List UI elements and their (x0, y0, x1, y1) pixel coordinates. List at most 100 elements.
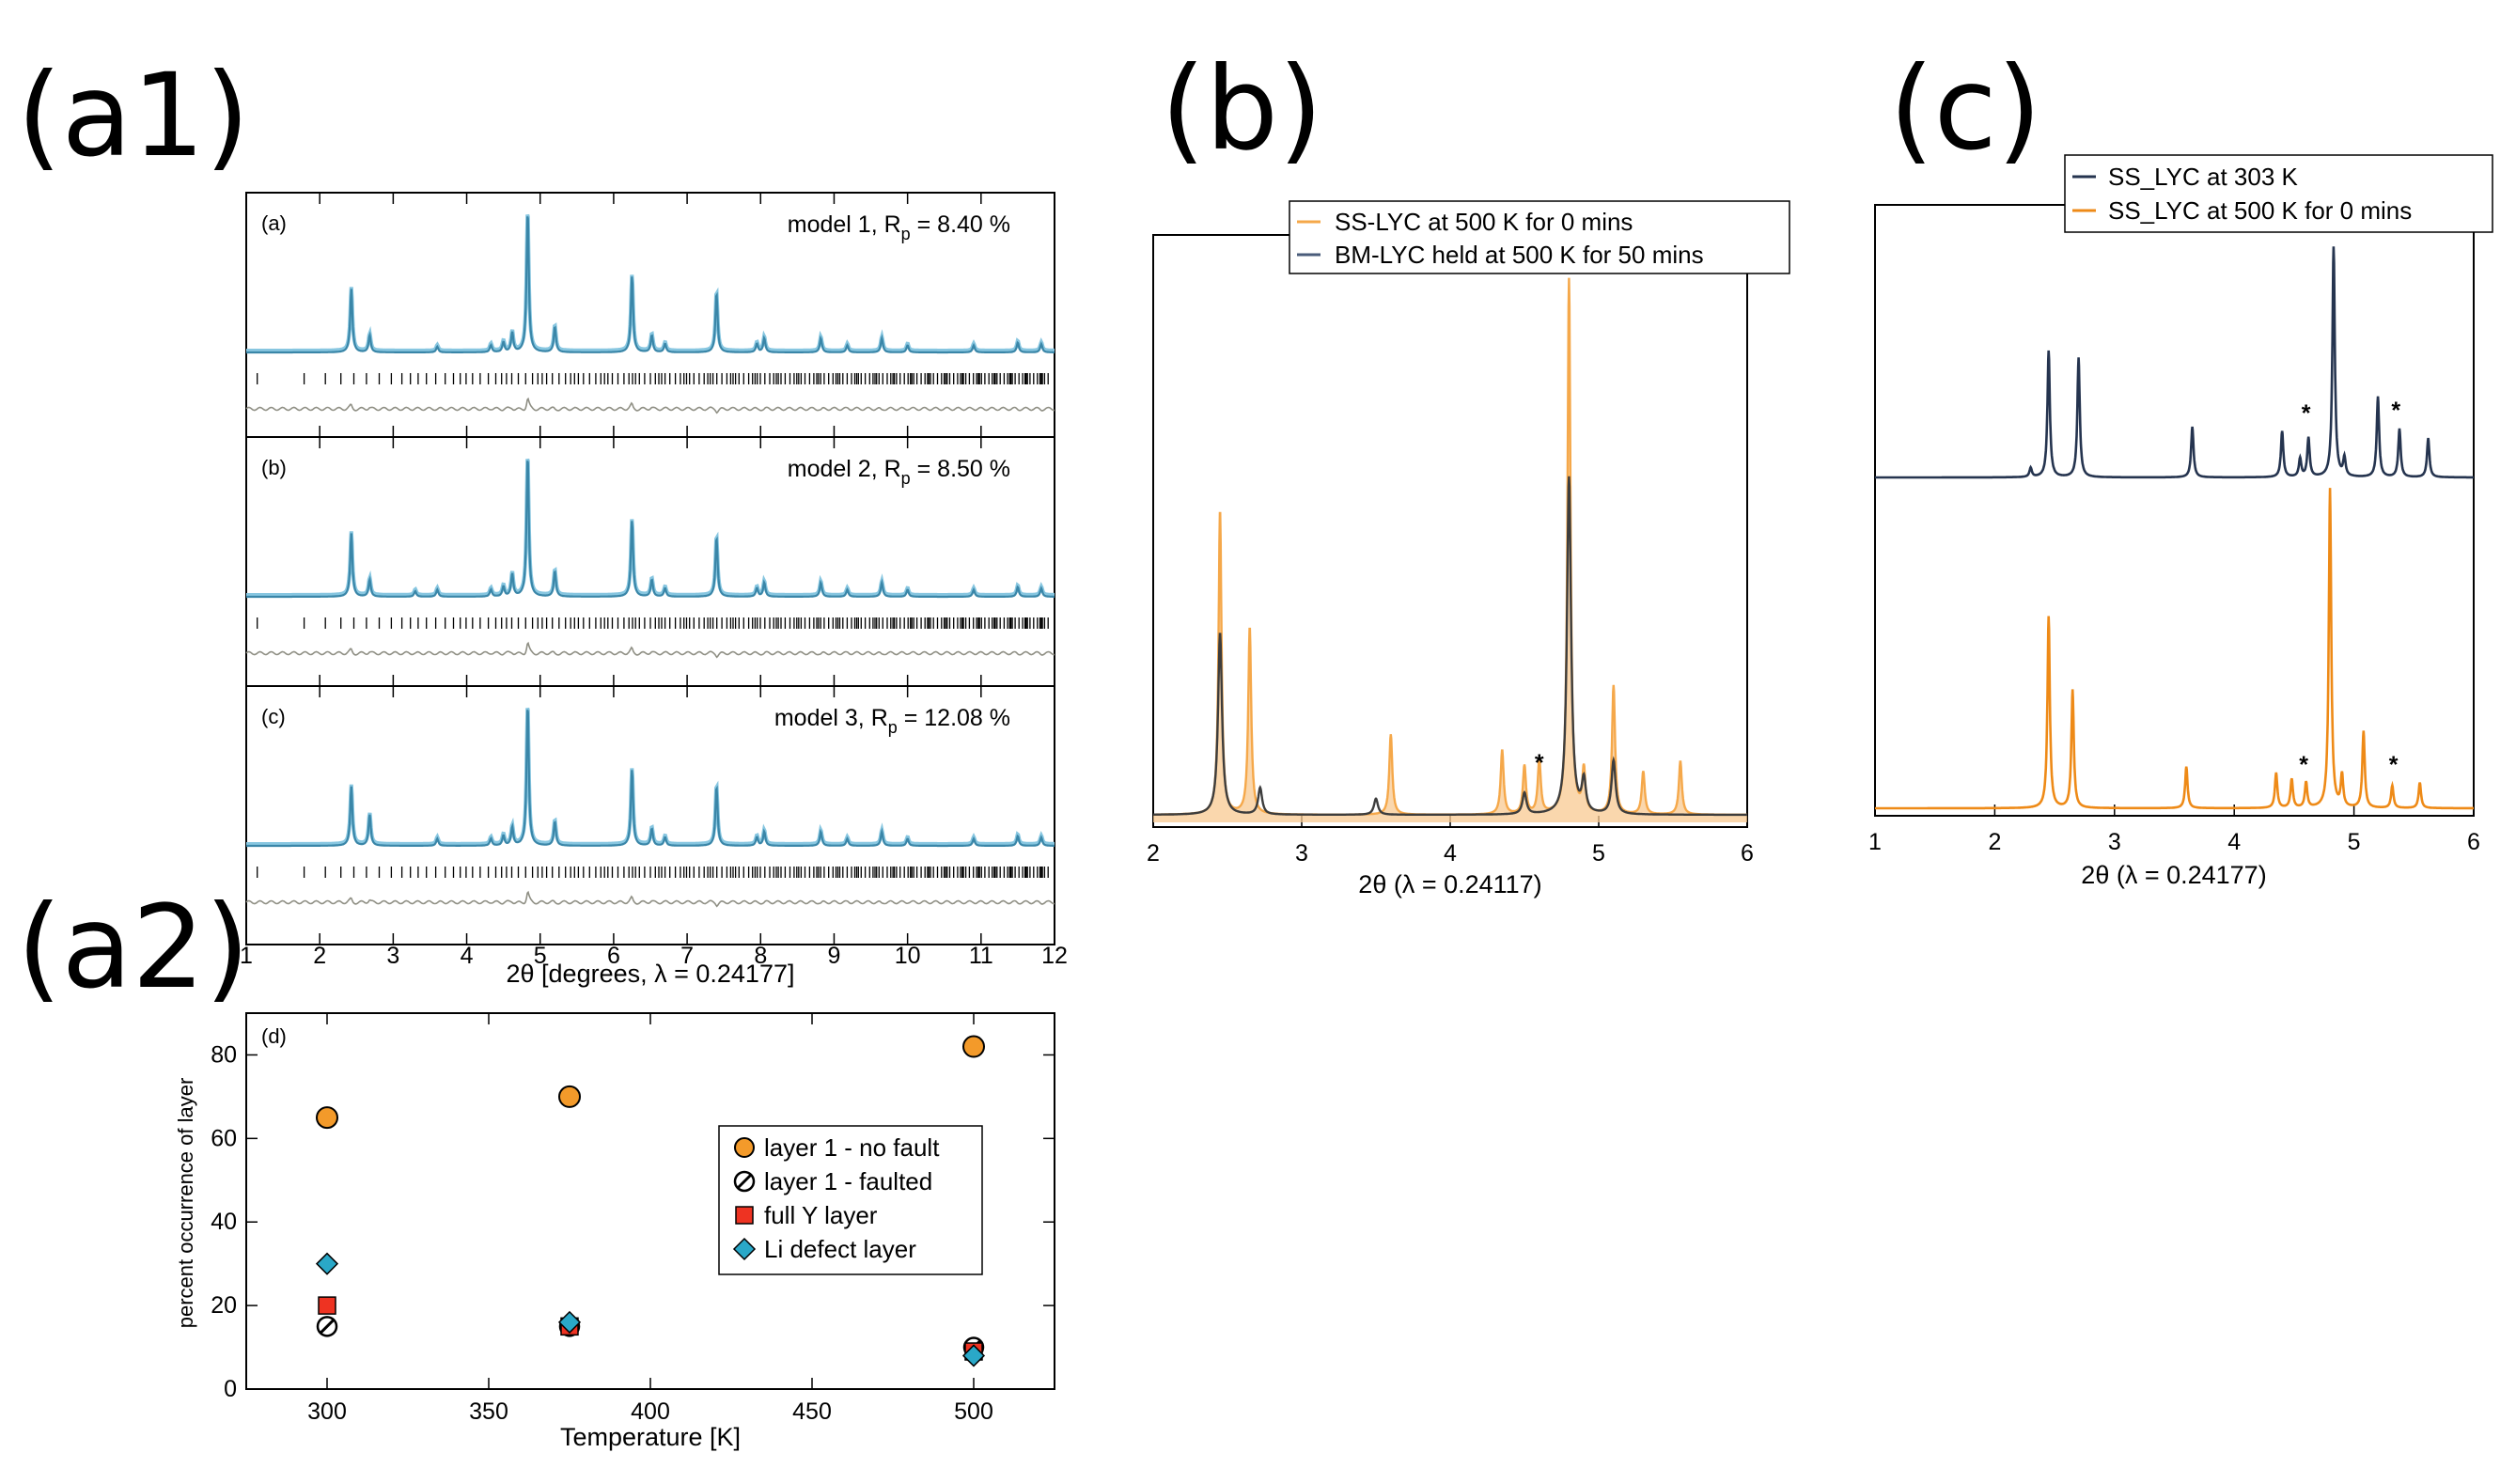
a1-xtick-label-12: 12 (1041, 943, 1068, 969)
b-x-axis-title: 2θ (λ = 0.24117) (1358, 870, 1541, 898)
panel-label-c: (c) (1889, 42, 2041, 176)
c-xtick-label-6: 6 (2467, 829, 2480, 855)
a2-point-diamond-cyan-500 (961, 1344, 986, 1367)
a2-ytick-label-80: 80 (211, 1041, 237, 1068)
c-xtick-label-1: 1 (1868, 829, 1882, 855)
c-legend-label-500: SS_LYC at 500 K for 0 mins (2108, 196, 2412, 225)
b-frame (1152, 234, 1748, 828)
b-series-line-bm (1153, 476, 1747, 817)
c-annotation-star-upper-0: * (2302, 400, 2311, 427)
legend-label-no-fault: layer 1 - no fault (764, 1133, 940, 1162)
c-legend: SS_LYC at 303 K SS_LYC at 500 K for 0 mi… (2064, 154, 2493, 233)
c-x-axis-title: 2θ (λ = 0.24177) (2081, 861, 2266, 889)
legend-label-full-y: full Y layer (764, 1201, 878, 1229)
a2-ytick-label-20: 20 (211, 1292, 237, 1319)
a2-point-circle-hatched-300 (316, 1316, 338, 1337)
b-annotation-star-0: * (1535, 750, 1544, 776)
b-xtick-label-5: 5 (1592, 840, 1605, 867)
a1-model-label-1: model 1, Rp = 8.40 % (788, 211, 1010, 243)
legend-marker-faulted (733, 1170, 756, 1193)
a2-y-axis-title: percent occurrence of layer (174, 1078, 197, 1329)
a1-model-label-3: model 3, Rp = 12.08 % (774, 705, 1010, 737)
legend-label-faulted: layer 1 - faulted (764, 1167, 932, 1195)
a1-xtick-label-7: 7 (680, 943, 694, 969)
a2-ytick-label-60: 60 (211, 1125, 237, 1151)
a1-xtick-label-11: 11 (969, 943, 993, 969)
a2-subplot-tag: (d) (261, 1024, 287, 1048)
c-xtick-label-5: 5 (2348, 829, 2361, 855)
legend-marker-li-defect (732, 1237, 757, 1261)
c-xtick-label-3: 3 (2108, 829, 2121, 855)
a1-xtick-label-8: 8 (754, 943, 767, 969)
a1-subplot-tag-2: (b) (261, 456, 287, 479)
a2-point-circle-hatched-300-hatch (319, 1319, 336, 1335)
a2-xtick-label-500: 500 (954, 1398, 993, 1425)
a1-fit-curve-2 (246, 461, 1055, 599)
c-frame (1874, 204, 2475, 817)
b-xtick-label-4: 4 (1444, 840, 1457, 867)
panel-label-b: (b) (1161, 42, 1323, 176)
panel-label-a1: (a1) (17, 49, 250, 182)
a1-xtick-label-3: 3 (386, 943, 399, 969)
b-legend-label-bm: BM-LYC held at 500 K for 50 mins (1335, 241, 1704, 269)
a1-xtick-label-5: 5 (534, 943, 547, 969)
a2-legend: layer 1 - no fault layer 1 - faulted ful… (718, 1125, 983, 1275)
chart-b-ss-vs-bm: 2 3 4 5 6 * 2θ (λ = 0.24117) SS-LYC at 500 K … (1147, 200, 1790, 898)
a2-ytick-label-40: 40 (211, 1209, 237, 1235)
c-legend-box (2064, 154, 2493, 233)
panel-label-a2: (a2) (17, 881, 250, 1014)
b-legend-label-ss: SS-LYC at 500 K for 0 mins (1335, 208, 1633, 236)
a2-legend-box (718, 1125, 983, 1275)
a1-fit-curve-3 (246, 710, 1055, 848)
a1-frame (245, 192, 1055, 945)
c-series-line-500k (1875, 488, 2474, 810)
legend-marker-full-y (735, 1206, 754, 1225)
a1-xtick-label-6: 6 (607, 943, 620, 969)
b-legend: SS-LYC at 500 K for 0 mins BM-LYC held a… (1289, 200, 1790, 274)
a2-point-diamond-cyan-300 (315, 1252, 339, 1275)
a1-x-axis-title: 2θ [degrees, λ = 0.24177] (507, 960, 795, 988)
c-xtick-label-2: 2 (1988, 829, 2001, 855)
b-xtick-label-3: 3 (1295, 840, 1308, 867)
a2-xtick-label-300: 300 (307, 1398, 347, 1425)
c-series-line-303k (1875, 246, 2474, 479)
chart-c-temperature-comparison: 1 2 3 4 5 6 * * * * 2θ (λ = 0.24177) SS_LYC at 30… (1868, 154, 2493, 889)
a1-subplot-tag-1: (a) (261, 211, 287, 235)
a2-xtick-label-350: 350 (469, 1398, 508, 1425)
a2-point-diamond-cyan-375 (557, 1310, 582, 1334)
c-xtick-label-4: 4 (2227, 829, 2241, 855)
c-annotation-star-lower-0: * (2299, 752, 2308, 778)
b-xtick-label-6: 6 (1741, 840, 1754, 867)
a1-reflection-ticks-1 (257, 373, 1049, 384)
a1-xtick-label-10: 10 (895, 943, 921, 969)
b-xtick-label-2: 2 (1147, 840, 1160, 867)
a1-reflection-ticks-2 (257, 617, 1049, 629)
a1-fit-curve-1 (246, 216, 1055, 354)
a1-reflection-ticks-3 (257, 867, 1049, 878)
a2-point-circle-orange-300 (316, 1106, 338, 1130)
c-annotation-star-lower-1: * (2389, 752, 2399, 778)
a1-subplot-tag-3: (c) (261, 705, 286, 728)
a1-ticks-path-3 (257, 867, 1049, 878)
a2-xtick-label-400: 400 (631, 1398, 670, 1425)
a1-residual-curve-1 (245, 397, 1055, 414)
a2-ytick-label-0: 0 (224, 1376, 237, 1402)
a1-xtick-label-2: 2 (313, 943, 326, 969)
c-annotation-star-upper-1: * (2391, 398, 2400, 424)
a2-point-circle-orange-500 (962, 1035, 985, 1058)
a1-residual-curve-2 (245, 641, 1055, 659)
a1-xtick-label-4: 4 (461, 943, 474, 969)
a1-xtick-label-9: 9 (828, 943, 841, 969)
chart-a1-refinements: (a) model 1, Rp = 8.40 % (b) model 2, Rp = … (240, 192, 1068, 988)
legend-label-li-defect: Li defect layer (764, 1235, 916, 1263)
b-series-line-ss (1153, 277, 1747, 816)
a1-ticks-path-1 (257, 373, 1049, 384)
legend-marker-no-fault (734, 1137, 755, 1158)
a1-model-label-2: model 2, Rp = 8.50 % (788, 456, 1010, 488)
a1-residual-curve-3 (245, 890, 1055, 908)
b-series-fill-ss (1153, 277, 1747, 822)
c-legend-label-303: SS_LYC at 303 K (2108, 163, 2299, 191)
a1-ticks-path-2 (257, 617, 1049, 629)
a2-point-circle-orange-375 (558, 1085, 581, 1108)
